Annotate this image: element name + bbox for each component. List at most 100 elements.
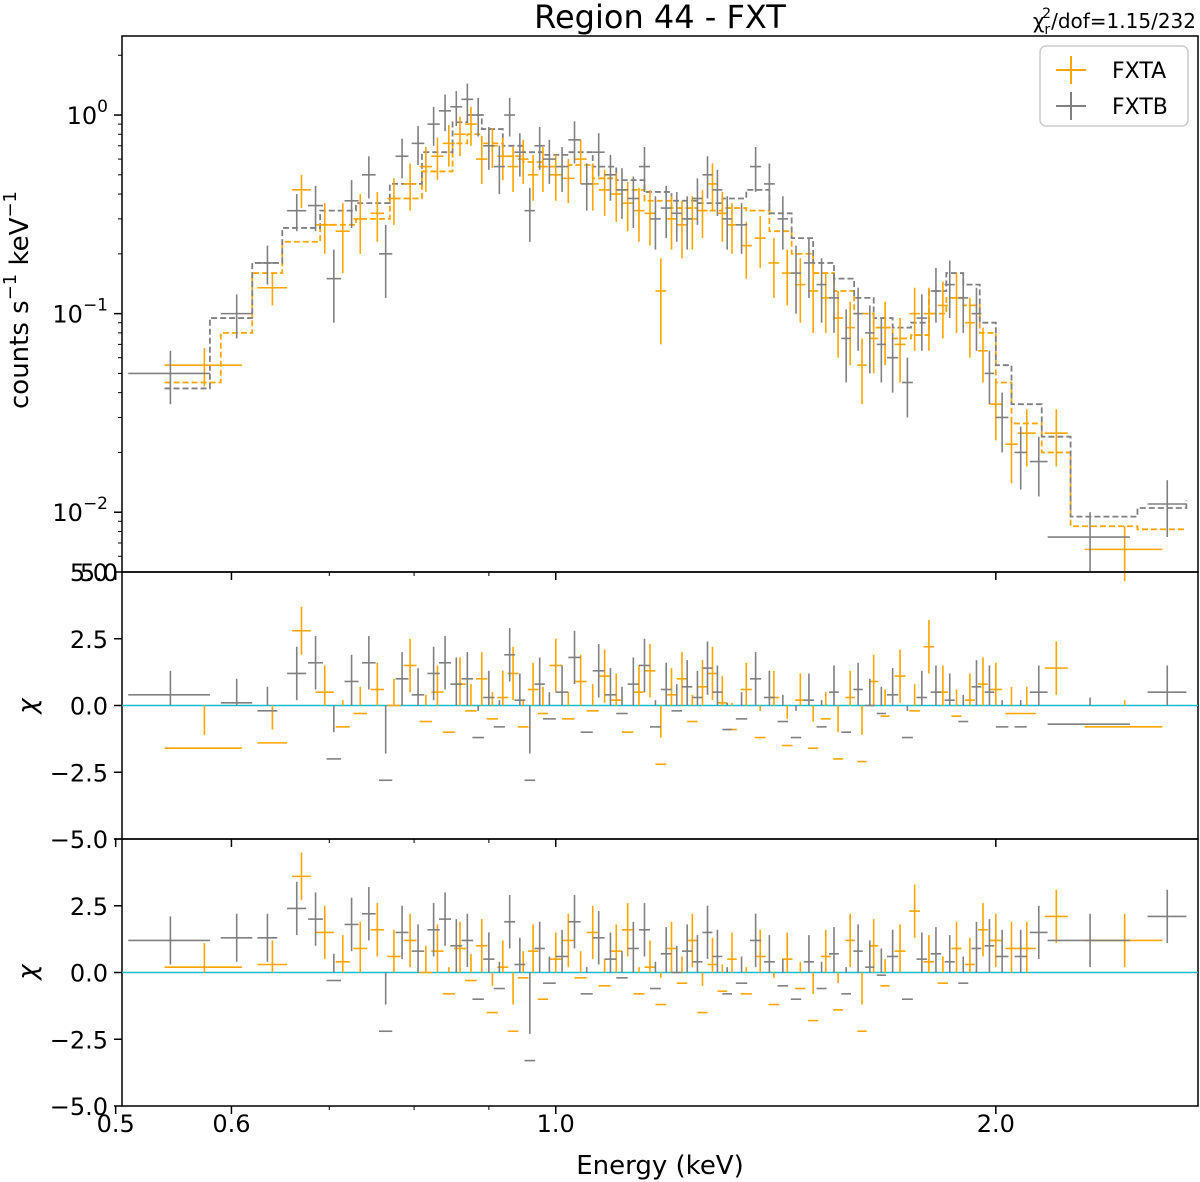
data-point-fxtb	[901, 357, 913, 418]
residual1-point-fxta	[894, 649, 906, 703]
residual1-point-fxta	[622, 731, 634, 734]
axes-frame	[121, 35, 1199, 573]
data-point-fxtb	[542, 139, 556, 184]
data-point-fxtb	[504, 97, 516, 137]
y-tick-label: −5.0	[50, 1093, 108, 1121]
residual1-point-fxtb	[493, 700, 505, 728]
data-point-fxtb	[841, 309, 851, 383]
data-point-fxtb	[379, 224, 393, 298]
residual1-point-fxtb	[308, 636, 323, 690]
data-point-fxtb	[395, 138, 409, 179]
data-point-fxta	[633, 187, 645, 242]
residual1-point-fxtb	[803, 673, 815, 706]
residual1-point-fxta	[820, 692, 831, 720]
data-point-fxta	[507, 147, 519, 192]
data-point-fxta	[1084, 526, 1163, 582]
data-point-fxta	[820, 273, 831, 333]
residual1-point-fxtb	[344, 654, 359, 706]
residual2-point-fxtb	[493, 961, 505, 990]
x-tick-label: 0.6	[212, 1110, 250, 1138]
residual1-point-fxtb	[1047, 697, 1130, 725]
residual1-point-fxta	[857, 705, 867, 763]
data-point-fxtb	[712, 169, 723, 217]
residual2-point-fxta	[697, 972, 708, 1014]
data-point-fxta	[370, 191, 385, 242]
residual1-point-fxtb	[638, 638, 650, 693]
residual2-point-fxtb	[379, 972, 393, 1033]
residual2-point-fxtb	[568, 895, 581, 949]
data-point-fxta	[1005, 417, 1018, 484]
residual1-point-fxta	[754, 705, 766, 739]
residual1-point-fxta	[707, 646, 718, 701]
residual1-point-fxta	[644, 644, 656, 698]
data-point-fxta	[353, 194, 368, 254]
residual1-point-fxta	[610, 673, 623, 706]
data-point-fxta	[644, 189, 656, 246]
residual2-point-fxta	[857, 972, 867, 1033]
residual1-point-fxta	[845, 670, 855, 706]
data-point-fxta	[740, 221, 752, 279]
data-point-fxta	[419, 147, 433, 192]
residual2-point-fxtb	[984, 919, 995, 973]
residual2-point-fxtb	[692, 935, 703, 973]
residual2-point-fxtb	[411, 924, 425, 973]
residual1-point-fxtb	[692, 670, 703, 706]
residual2-point-fxtb	[722, 967, 733, 995]
residual2-point-fxtb	[592, 911, 605, 965]
residual1-point-fxtb	[257, 686, 278, 712]
residual2-point-fxta	[315, 905, 334, 960]
residual2-point-fxtb	[524, 972, 536, 1062]
residual2-point-fxtb	[916, 932, 928, 973]
residual2-point-fxta	[833, 972, 843, 1011]
data-point-fxta	[257, 273, 288, 306]
residual1-point-fxta	[655, 705, 667, 766]
residual2-point-fxtb	[627, 921, 639, 973]
data-point-fxtb	[958, 273, 969, 333]
data-point-fxtb	[438, 94, 452, 132]
residual2-point-fxta	[353, 921, 368, 973]
data-point-fxtb	[555, 147, 569, 192]
residual1-point-fxtb	[128, 670, 210, 706]
data-point-fxtb	[524, 187, 536, 242]
residual1-point-fxtb	[722, 702, 733, 731]
data-point-fxtb	[763, 163, 775, 211]
x-axis-label: Energy (keV)	[576, 1151, 744, 1181]
residual1-point-fxtb	[450, 657, 463, 706]
residual1-ylabel: χ	[13, 697, 43, 716]
data-point-fxtb	[287, 194, 307, 232]
data-point-fxtb	[971, 287, 982, 351]
residual2-point-fxtb	[995, 929, 1009, 973]
model-fxta-line	[164, 133, 1187, 531]
residual2-point-fxtb	[777, 959, 789, 987]
data-point-fxta	[586, 163, 599, 211]
residual1-point-fxtb	[865, 678, 875, 707]
data-point-fxtb	[916, 294, 928, 351]
data-point-fxta	[666, 196, 677, 250]
residual2-point-fxtb	[887, 929, 899, 973]
data-point-fxta	[1044, 409, 1068, 467]
data-point-fxta	[598, 169, 611, 217]
data-point-fxta	[754, 216, 766, 268]
residual1-point-fxtb	[901, 705, 913, 739]
residual1-point-fxtb	[379, 705, 393, 782]
data-point-fxtb	[681, 196, 693, 250]
data-point-fxtb	[514, 133, 526, 177]
data-point-fxtb	[829, 273, 839, 333]
data-point-fxta	[964, 297, 975, 358]
data-point-fxta	[527, 154, 539, 201]
model-fxtb-line	[164, 114, 1188, 518]
data-point-fxtb	[816, 258, 827, 323]
residual1-point-fxta	[951, 689, 962, 717]
spectrum-ylabel: counts s−1 keV−1	[0, 191, 35, 409]
data-point-fxtb	[257, 245, 278, 285]
stat-sub: r	[1044, 22, 1050, 38]
residual1-point-fxtb	[287, 646, 307, 701]
data-point-fxtb	[930, 267, 942, 323]
residual1-point-fxta	[562, 692, 575, 720]
residual1-point-fxtb	[580, 731, 593, 734]
residual1-point-fxtb	[930, 665, 942, 706]
residual1-point-fxtb	[438, 636, 452, 690]
data-point-fxtb	[790, 245, 802, 314]
residual2-point-fxta	[978, 903, 988, 957]
